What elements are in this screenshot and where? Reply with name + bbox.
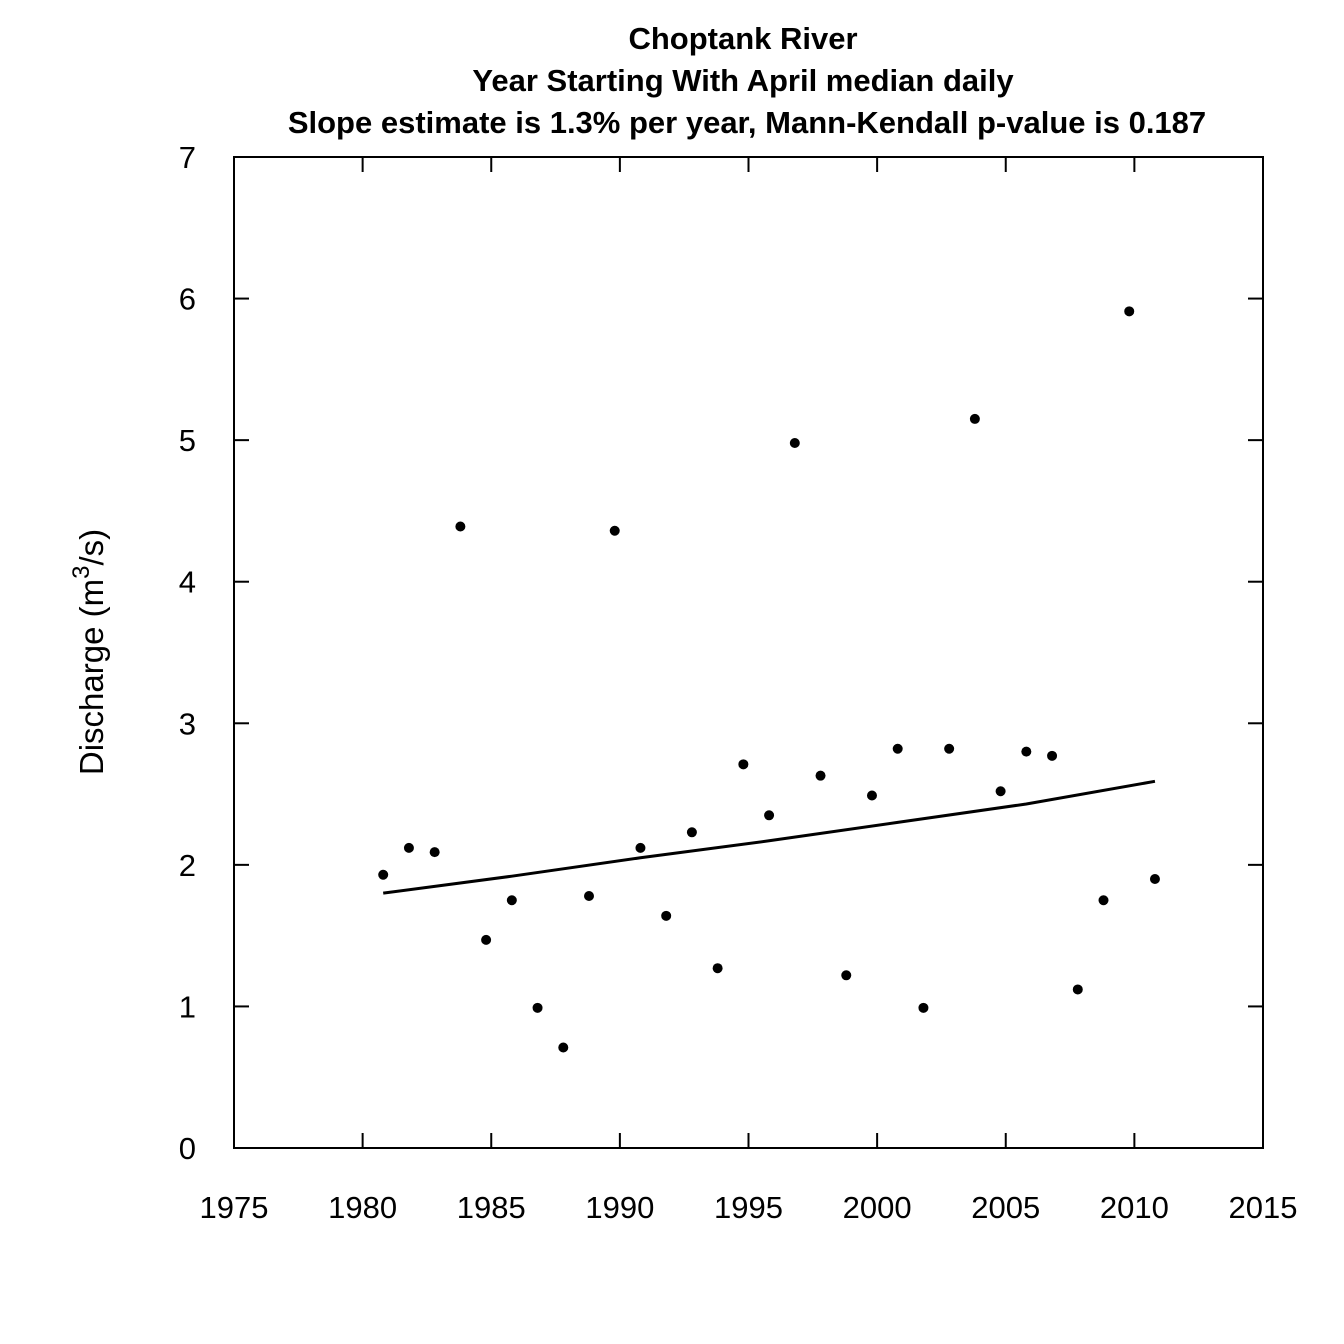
title-line-3: Slope estimate is 1.3% per year, Mann-Ke…: [288, 105, 1206, 140]
x-tick-label: 1985: [457, 1190, 526, 1225]
x-tick-label: 2000: [843, 1190, 912, 1225]
data-point: [918, 1002, 929, 1013]
y-axis-label: Discharge (m3/s): [68, 529, 110, 775]
data-point: [506, 895, 517, 906]
data-point: [532, 1002, 543, 1013]
data-point: [403, 842, 414, 853]
data-point: [635, 842, 646, 853]
y-axis-label-prefix: Discharge (m: [73, 579, 110, 775]
title-line-1: Choptank River: [628, 21, 857, 56]
x-tick-label: 1975: [200, 1190, 269, 1225]
data-point: [686, 827, 697, 838]
x-tick-label: 1995: [714, 1190, 783, 1225]
data-point: [995, 786, 1006, 797]
data-point: [712, 963, 723, 974]
data-point: [815, 770, 826, 781]
trend-line-group: [383, 779, 1156, 895]
y-tick-label: 4: [179, 565, 196, 600]
data-point: [789, 437, 800, 448]
x-tick-label: 2010: [1100, 1190, 1169, 1225]
y-tick-label: 5: [179, 423, 196, 458]
data-point: [1021, 746, 1032, 757]
data-point: [455, 521, 466, 532]
data-point: [738, 759, 749, 770]
data-point: [1149, 874, 1160, 885]
data-point: [1098, 895, 1109, 906]
x-tick-labels: 1975 1980 1985 1990 1995 2000 2005 2010 2015: [200, 1190, 1298, 1225]
y-tick-label: 1: [179, 989, 196, 1024]
data-point: [558, 1042, 569, 1053]
trend-line: [383, 779, 1156, 895]
data-points: [378, 306, 1160, 1053]
data-point: [584, 891, 595, 902]
data-point: [969, 413, 980, 424]
y-tick-label: 7: [179, 140, 196, 175]
data-point: [481, 934, 492, 945]
x-tick-label: 1990: [585, 1190, 654, 1225]
title-line-2: Year Starting With April median daily: [472, 63, 1014, 98]
y-axis-label-superscript: 3: [68, 566, 95, 579]
y-axis-label-suffix: /s): [73, 529, 110, 566]
y-tick-label: 6: [179, 282, 196, 317]
data-point: [866, 790, 877, 801]
x-tick-label: 2015: [1229, 1190, 1298, 1225]
data-point: [764, 810, 775, 821]
data-point: [661, 910, 672, 921]
data-point: [944, 743, 955, 754]
y-tick-label: 2: [179, 848, 196, 883]
data-point: [378, 869, 389, 880]
data-point: [1124, 306, 1135, 317]
y-tick-label: 0: [179, 1131, 196, 1166]
data-point: [892, 743, 903, 754]
chart-title: Choptank River Year Starting With April …: [288, 21, 1206, 140]
data-point: [609, 525, 620, 536]
data-point: [841, 970, 852, 981]
plot-frame: [233, 156, 1264, 1149]
x-tick-label: 1980: [328, 1190, 397, 1225]
data-point: [1047, 750, 1058, 761]
x-tick-label: 2005: [971, 1190, 1040, 1225]
y-tick-label: 3: [179, 706, 196, 741]
data-point: [1072, 984, 1083, 995]
y-tick-labels: 0 1 2 3 4 5 6 7: [179, 140, 196, 1166]
data-point: [429, 847, 440, 858]
